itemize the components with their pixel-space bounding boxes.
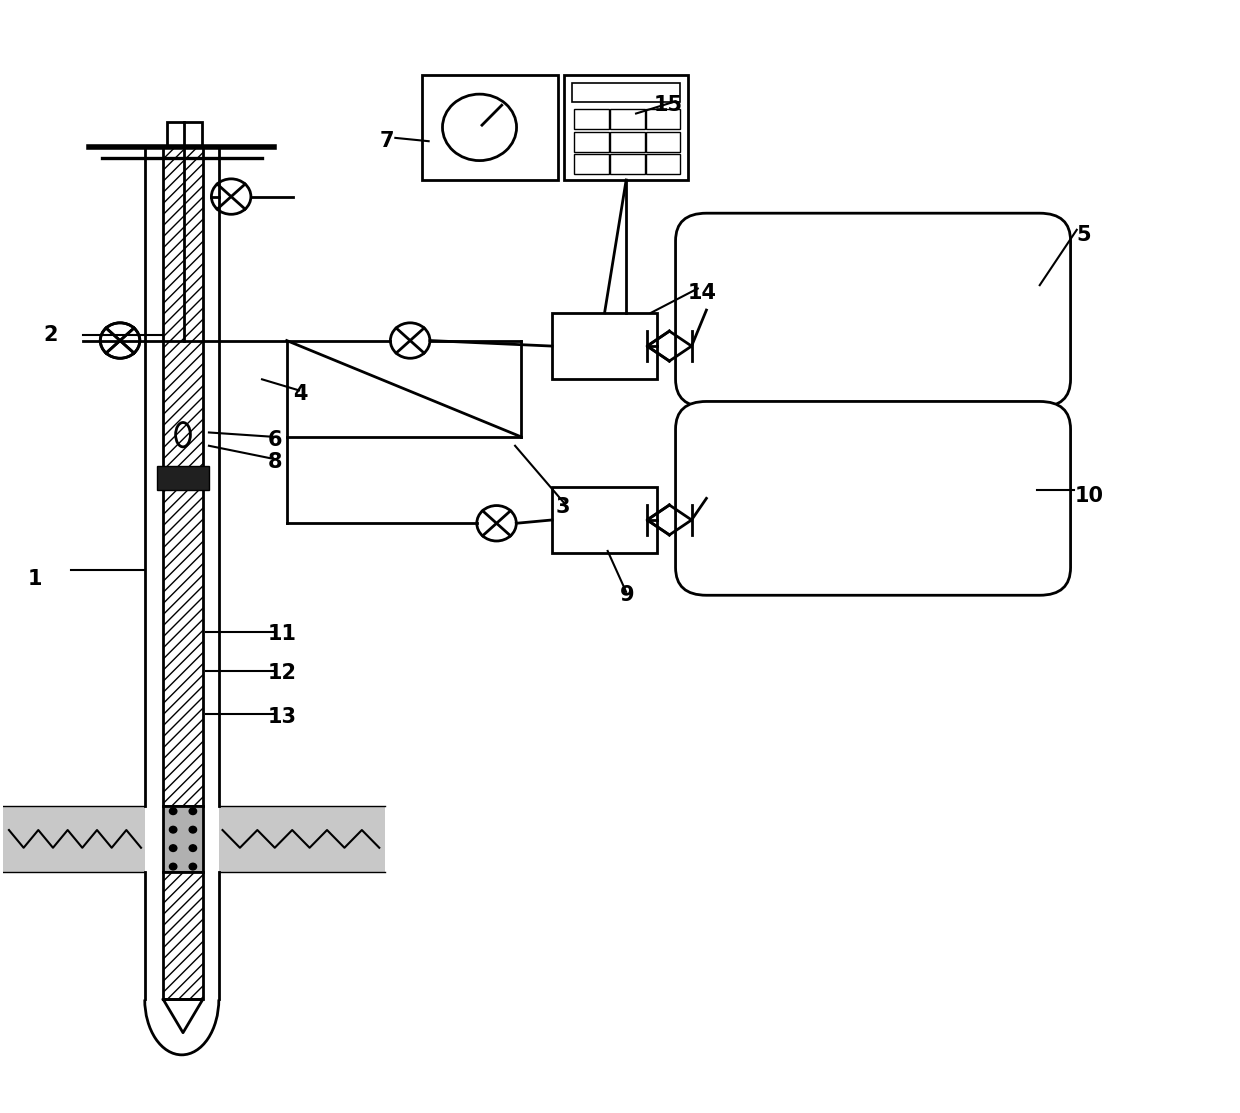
Bar bbox=[572, 82, 681, 102]
Bar bbox=[164, 806, 203, 873]
Bar bbox=[574, 154, 609, 175]
Text: 5: 5 bbox=[1076, 225, 1091, 245]
Bar bbox=[564, 75, 688, 180]
Bar bbox=[552, 313, 657, 380]
Bar bbox=[218, 806, 386, 873]
FancyBboxPatch shape bbox=[676, 214, 1070, 407]
Bar bbox=[164, 147, 203, 806]
Text: 14: 14 bbox=[688, 283, 717, 303]
Text: 6: 6 bbox=[268, 431, 283, 451]
Text: 2: 2 bbox=[43, 325, 58, 345]
Text: 4: 4 bbox=[293, 384, 308, 404]
Circle shape bbox=[170, 808, 177, 815]
Bar bbox=[552, 486, 657, 553]
Bar bbox=[167, 122, 202, 147]
Bar bbox=[157, 465, 208, 490]
Bar bbox=[646, 131, 681, 151]
FancyBboxPatch shape bbox=[676, 402, 1070, 595]
Circle shape bbox=[190, 826, 197, 833]
Bar bbox=[646, 109, 681, 129]
Bar bbox=[2, 806, 145, 873]
Bar bbox=[610, 154, 645, 175]
Text: 11: 11 bbox=[268, 624, 298, 644]
Bar bbox=[646, 154, 681, 175]
Circle shape bbox=[190, 845, 197, 851]
Text: 13: 13 bbox=[268, 707, 298, 727]
Text: 9: 9 bbox=[620, 585, 635, 605]
Text: 7: 7 bbox=[379, 131, 394, 151]
Circle shape bbox=[170, 845, 177, 851]
Bar bbox=[610, 131, 645, 151]
Text: 1: 1 bbox=[27, 569, 42, 589]
Bar bbox=[574, 109, 609, 129]
Bar bbox=[164, 873, 203, 999]
Circle shape bbox=[170, 864, 177, 870]
Text: 8: 8 bbox=[268, 452, 283, 472]
Text: 10: 10 bbox=[1074, 485, 1104, 505]
Text: 15: 15 bbox=[653, 95, 682, 115]
Circle shape bbox=[190, 864, 197, 870]
Text: 12: 12 bbox=[268, 662, 298, 682]
Bar bbox=[610, 109, 645, 129]
Bar bbox=[574, 131, 609, 151]
Text: 3: 3 bbox=[556, 496, 570, 516]
Bar bbox=[423, 75, 558, 180]
Circle shape bbox=[170, 826, 177, 833]
Circle shape bbox=[190, 808, 197, 815]
